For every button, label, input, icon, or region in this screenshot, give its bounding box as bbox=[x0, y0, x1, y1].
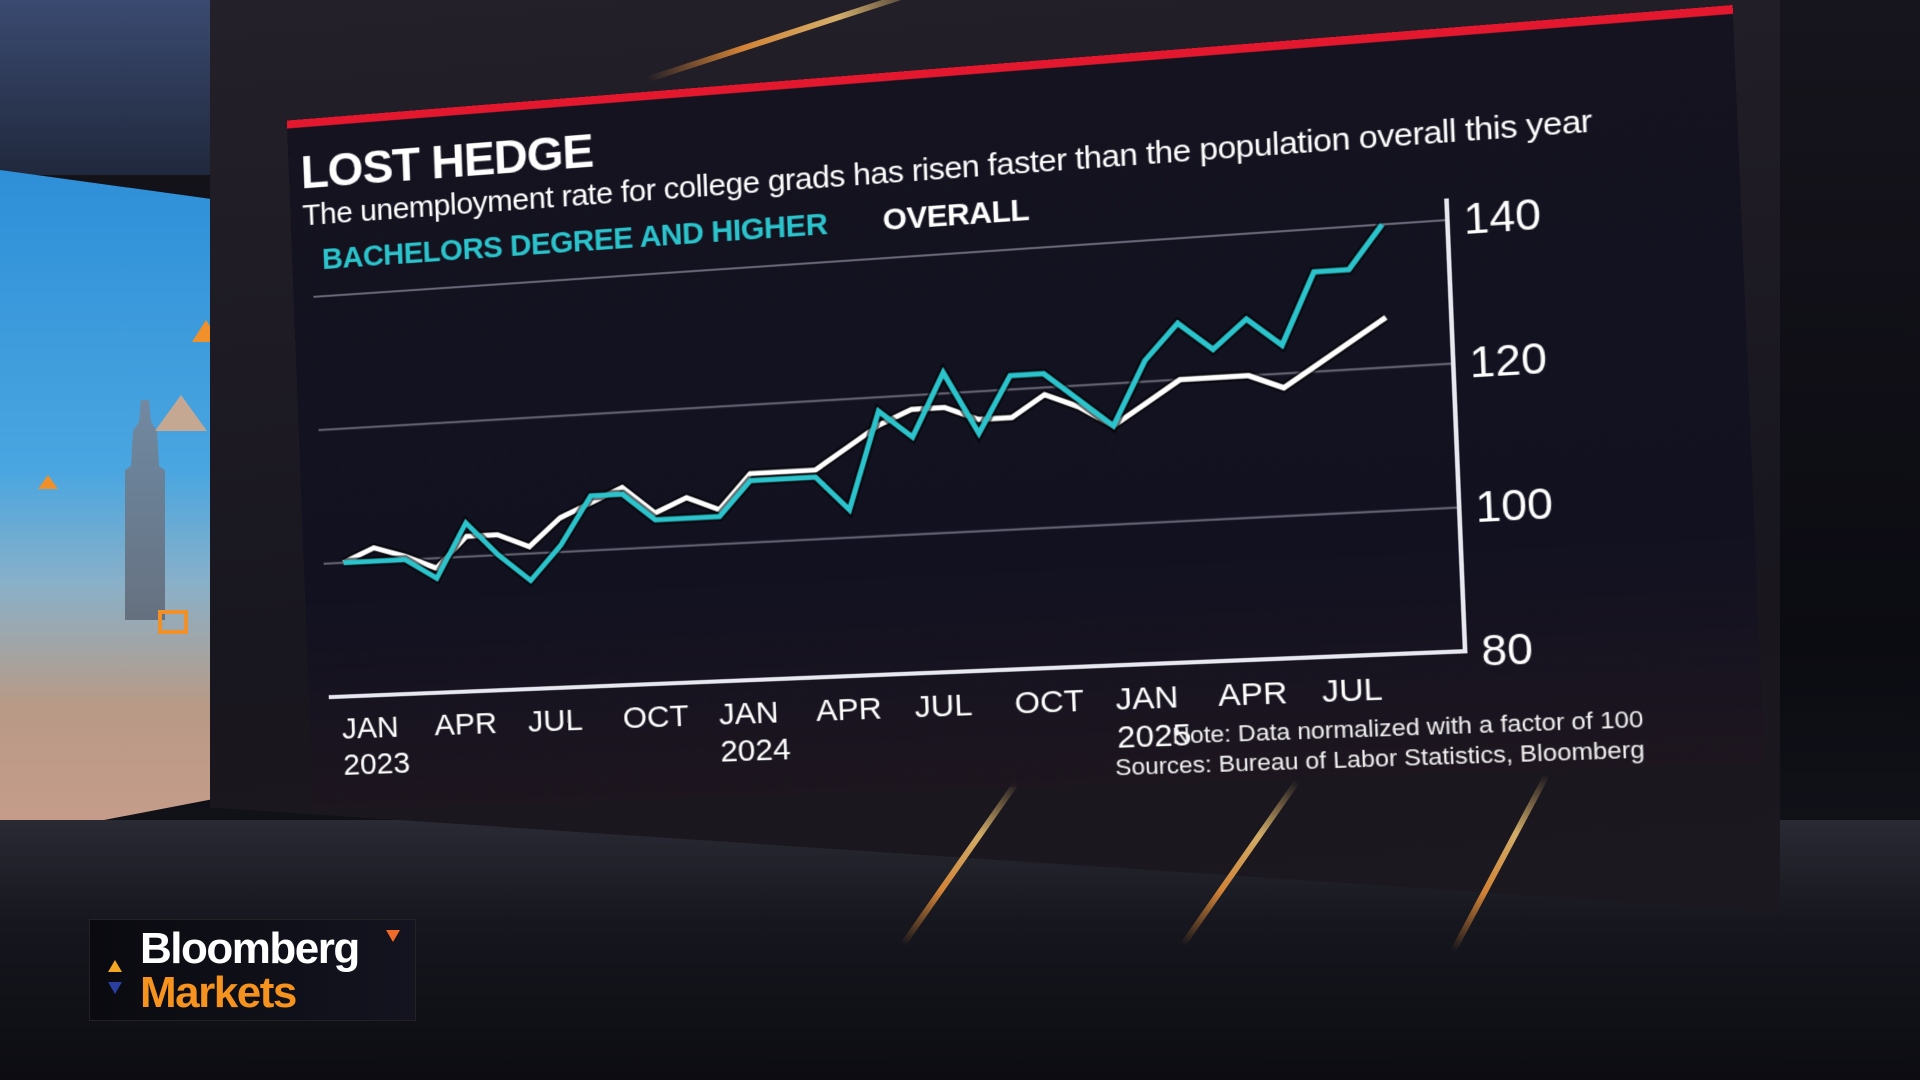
y-tick-label: 140 bbox=[1463, 191, 1542, 244]
x-tick-label: APR bbox=[815, 691, 882, 728]
x-tick-label: APR bbox=[1217, 675, 1288, 713]
studio-ceiling bbox=[0, 0, 220, 175]
x-tick-label: JUL bbox=[914, 688, 973, 725]
y-tick-label: 80 bbox=[1480, 626, 1534, 676]
y-tick-label: 100 bbox=[1474, 480, 1554, 532]
x-tick-year: 2023 bbox=[343, 746, 411, 782]
triangle-down-icon bbox=[386, 930, 400, 942]
x-tick-label: OCT bbox=[622, 699, 689, 735]
empire-state-building bbox=[125, 400, 165, 620]
x-tick-label: JUL bbox=[527, 703, 583, 739]
city-window-display bbox=[0, 170, 244, 840]
line-chart: 80 100 120 140 JAN 2023 APR JUL OCT JAN 2024 APR JUL… bbox=[313, 190, 1583, 782]
bloomberg-markets-logo: Bloomberg Markets bbox=[90, 920, 415, 1020]
x-tick-label: JAN bbox=[341, 710, 399, 745]
x-tick-label: JAN bbox=[718, 695, 779, 731]
x-tick-year: 2025 bbox=[1116, 717, 1191, 755]
logo-bloomberg: Bloomberg bbox=[140, 924, 360, 973]
chart-axes bbox=[313, 199, 1465, 698]
triangle-down-icon bbox=[108, 982, 122, 994]
triangle-up-icon bbox=[108, 960, 122, 972]
chart-panel: LOST HEDGE The unemployment rate for col… bbox=[286, 5, 1765, 811]
square-marker-icon bbox=[158, 610, 188, 634]
y-tick-label: 120 bbox=[1468, 335, 1547, 387]
x-tick-label: OCT bbox=[1014, 683, 1085, 720]
x-tick-label: APR bbox=[434, 707, 498, 743]
triangle-icon bbox=[155, 395, 207, 431]
x-tick-year: 2024 bbox=[720, 732, 792, 769]
x-tick-label: JUL bbox=[1321, 672, 1383, 710]
logo-markets: Markets bbox=[140, 968, 297, 1017]
triangle-icon bbox=[38, 475, 58, 489]
x-tick-label: JAN bbox=[1115, 680, 1179, 717]
chart-background: LOST HEDGE The unemployment rate for col… bbox=[286, 5, 1765, 811]
